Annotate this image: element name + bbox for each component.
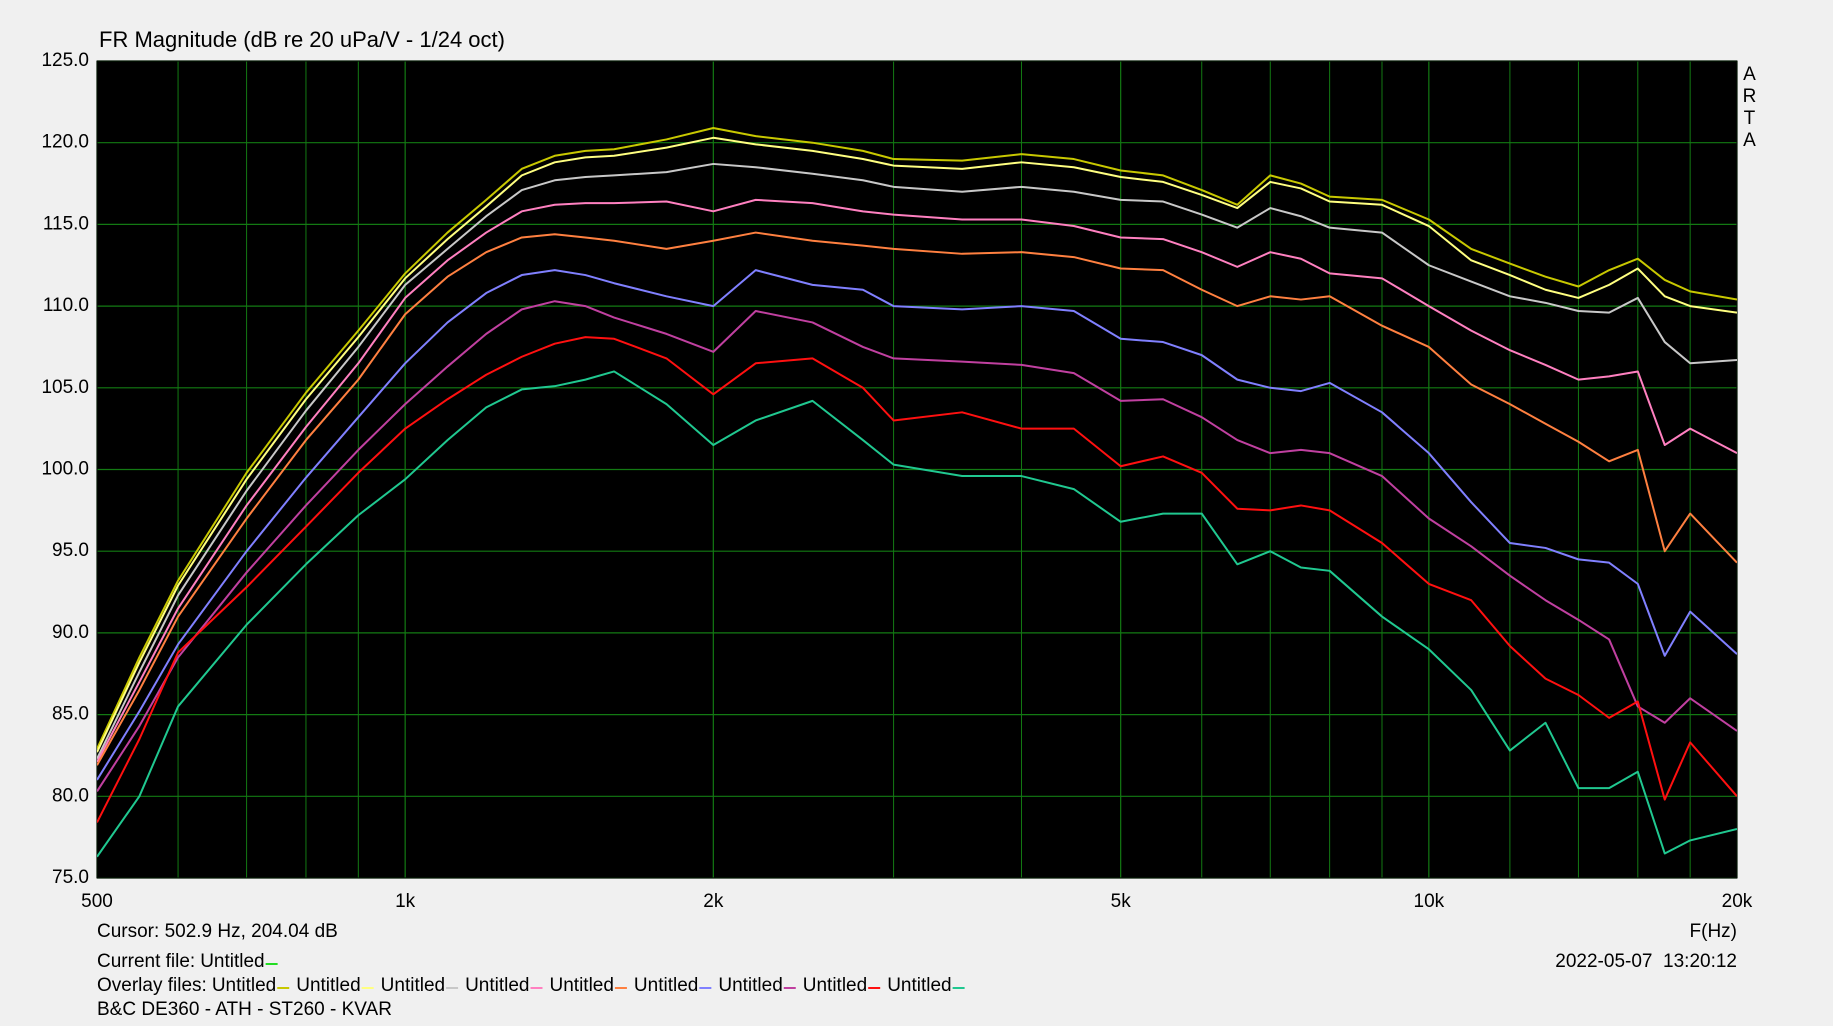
legend-label: Untitled bbox=[381, 975, 445, 996]
chart-title: FR Magnitude (dB re 20 uPa/V - 1/24 oct) bbox=[99, 27, 505, 52]
y-tick-label: 120.0 bbox=[41, 132, 89, 153]
x-axis-label: F(Hz) bbox=[1690, 921, 1737, 942]
legend-label: Untitled bbox=[718, 975, 782, 996]
series-line bbox=[97, 231, 1737, 766]
legend-label: Untitled bbox=[296, 975, 360, 996]
series-line bbox=[97, 336, 1737, 823]
plot-frame bbox=[96, 60, 1738, 879]
timestamp: 2022-05-07 13:20:12 bbox=[1555, 951, 1737, 972]
y-tick-label: 95.0 bbox=[52, 540, 89, 561]
y-tick-label: 75.0 bbox=[52, 867, 89, 888]
series-line bbox=[97, 300, 1737, 792]
overlay-label: Overlay files: bbox=[97, 975, 207, 996]
y-tick-label: 105.0 bbox=[41, 377, 89, 398]
current-file-label: Current file: bbox=[97, 951, 195, 972]
x-tick-label: 20k bbox=[1722, 891, 1753, 912]
y-tick-label: 90.0 bbox=[52, 622, 89, 643]
series-line bbox=[97, 269, 1737, 781]
series-line bbox=[97, 198, 1737, 763]
y-tick-label: 85.0 bbox=[52, 704, 89, 725]
x-tick-label: 5k bbox=[1111, 891, 1132, 912]
y-tick-label: 80.0 bbox=[52, 785, 89, 806]
legend-label: Untitled bbox=[803, 975, 867, 996]
legend-label: Untitled bbox=[634, 975, 698, 996]
x-tick-label: 2k bbox=[703, 891, 724, 912]
y-tick-label: 100.0 bbox=[41, 459, 89, 480]
footer: B&C DE360 - ATH - ST260 - KVAR bbox=[97, 999, 392, 1020]
series-line bbox=[97, 126, 1737, 750]
series-line bbox=[97, 370, 1737, 858]
legend-label: Untitled bbox=[465, 975, 529, 996]
legend-label: Untitled bbox=[887, 975, 951, 996]
legend-label: Untitled bbox=[212, 975, 276, 996]
y-tick-label: 115.0 bbox=[43, 213, 89, 234]
legend-label: Untitled bbox=[200, 951, 264, 972]
x-tick-label: 500 bbox=[81, 891, 113, 912]
side-label: ARTA bbox=[1739, 64, 1760, 152]
y-tick-label: 110.0 bbox=[43, 295, 89, 316]
cursor-readout: Cursor: 502.9 Hz, 204.04 dB bbox=[97, 921, 338, 942]
series-line bbox=[97, 136, 1737, 753]
x-tick-label: 1k bbox=[395, 891, 416, 912]
series-line bbox=[97, 162, 1737, 760]
y-tick-label: 125.0 bbox=[41, 50, 89, 71]
legend-label: Untitled bbox=[550, 975, 614, 996]
x-tick-label: 10k bbox=[1414, 891, 1445, 912]
